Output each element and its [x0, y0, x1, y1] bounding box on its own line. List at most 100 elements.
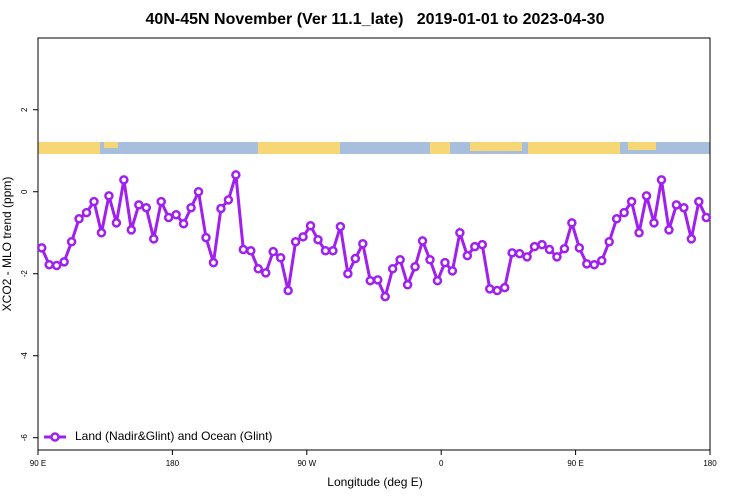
data-point	[260, 268, 271, 278]
data-point	[432, 275, 443, 286]
data-point	[290, 236, 301, 247]
data-point	[544, 244, 555, 255]
data-point	[104, 191, 114, 201]
data-point	[410, 262, 420, 272]
data-point	[440, 257, 450, 268]
data-point	[664, 225, 674, 235]
y-tick-label: 0	[20, 189, 29, 194]
data-point	[126, 225, 137, 235]
data-point	[477, 239, 488, 250]
data-point	[395, 255, 405, 265]
data-point	[611, 214, 622, 224]
data-point	[582, 259, 592, 269]
y-tick-label: -2	[20, 270, 29, 278]
data-point	[313, 234, 323, 245]
data-point	[305, 221, 316, 231]
data-point	[163, 212, 174, 223]
data-point	[387, 264, 398, 274]
data-point	[656, 175, 667, 185]
legend-marker	[50, 432, 60, 442]
data-point	[402, 280, 413, 290]
data-point	[193, 186, 204, 197]
data-point	[223, 195, 234, 205]
data-point	[626, 196, 637, 207]
y-tick-label: -6	[20, 434, 29, 442]
data-point	[208, 257, 219, 268]
data-point	[514, 248, 525, 259]
data-point	[596, 255, 607, 266]
data-point	[671, 200, 682, 210]
data-point	[51, 260, 62, 271]
data-point	[686, 234, 697, 244]
plot-frame	[37, 37, 711, 451]
data-point	[119, 175, 129, 185]
data-point	[694, 196, 704, 207]
data-point	[372, 275, 383, 285]
data-point	[246, 246, 256, 256]
data-point	[134, 200, 144, 210]
data-point	[328, 246, 338, 256]
data-point	[649, 218, 659, 228]
land-band	[38, 142, 100, 154]
land-band	[528, 142, 620, 154]
data-point	[111, 218, 122, 228]
data-point	[253, 264, 264, 274]
land-band	[628, 142, 656, 150]
x-tick-label: 180	[166, 459, 180, 468]
data-point	[156, 196, 166, 207]
data-point	[275, 252, 286, 263]
data-point	[201, 232, 211, 243]
data-point	[343, 268, 353, 279]
data-point	[283, 285, 293, 296]
data-point	[522, 252, 532, 262]
data-point	[552, 252, 562, 262]
data-point	[171, 209, 181, 220]
legend-label: Land (Nadir&Glint) and Ocean (Glint)	[75, 429, 272, 443]
data-point	[298, 232, 308, 242]
land-ocean-band	[38, 142, 710, 154]
data-point	[574, 243, 585, 253]
x-tick-label: 90 E	[567, 459, 583, 468]
land-band	[258, 142, 340, 154]
data-point	[350, 253, 361, 264]
data-point	[679, 202, 689, 213]
data-point	[455, 227, 465, 238]
data-point	[507, 248, 517, 258]
data-point	[567, 218, 577, 228]
data-point	[484, 284, 495, 294]
data-point	[559, 243, 570, 254]
x-tick-label: 90 E	[30, 459, 46, 468]
y-tick-label: 2	[20, 107, 29, 112]
y-tick-label: -4	[20, 352, 29, 360]
data-point	[358, 239, 368, 249]
data-point	[89, 196, 99, 207]
data-point	[81, 207, 92, 218]
y-axis-title: XCO2 - MLO trend (ppm)	[0, 177, 14, 312]
data-point	[216, 203, 226, 214]
data-point	[141, 202, 152, 213]
x-tick-label: 0	[439, 459, 444, 468]
data-point	[148, 234, 159, 244]
data-point	[66, 236, 77, 247]
x-axis-title: Longitude (deg E)	[327, 475, 422, 489]
data-point	[417, 236, 428, 246]
data-point	[499, 282, 510, 293]
chart-title: 40N-45N November (Ver 11.1_late) 2019-01…	[146, 11, 605, 28]
data-point	[96, 227, 107, 238]
data-point	[231, 170, 241, 180]
data-point	[380, 291, 390, 302]
data-point	[335, 221, 346, 232]
data-point	[320, 246, 331, 256]
data-point	[470, 241, 480, 252]
data-point	[268, 246, 278, 257]
x-tick-label: 180	[703, 459, 717, 468]
data-point	[604, 236, 614, 247]
data-point	[537, 239, 547, 250]
data-point	[74, 214, 84, 224]
data-point	[365, 275, 376, 286]
data-point	[462, 250, 473, 261]
land-band	[430, 142, 450, 154]
land-band	[470, 142, 522, 151]
data-point	[641, 191, 652, 201]
